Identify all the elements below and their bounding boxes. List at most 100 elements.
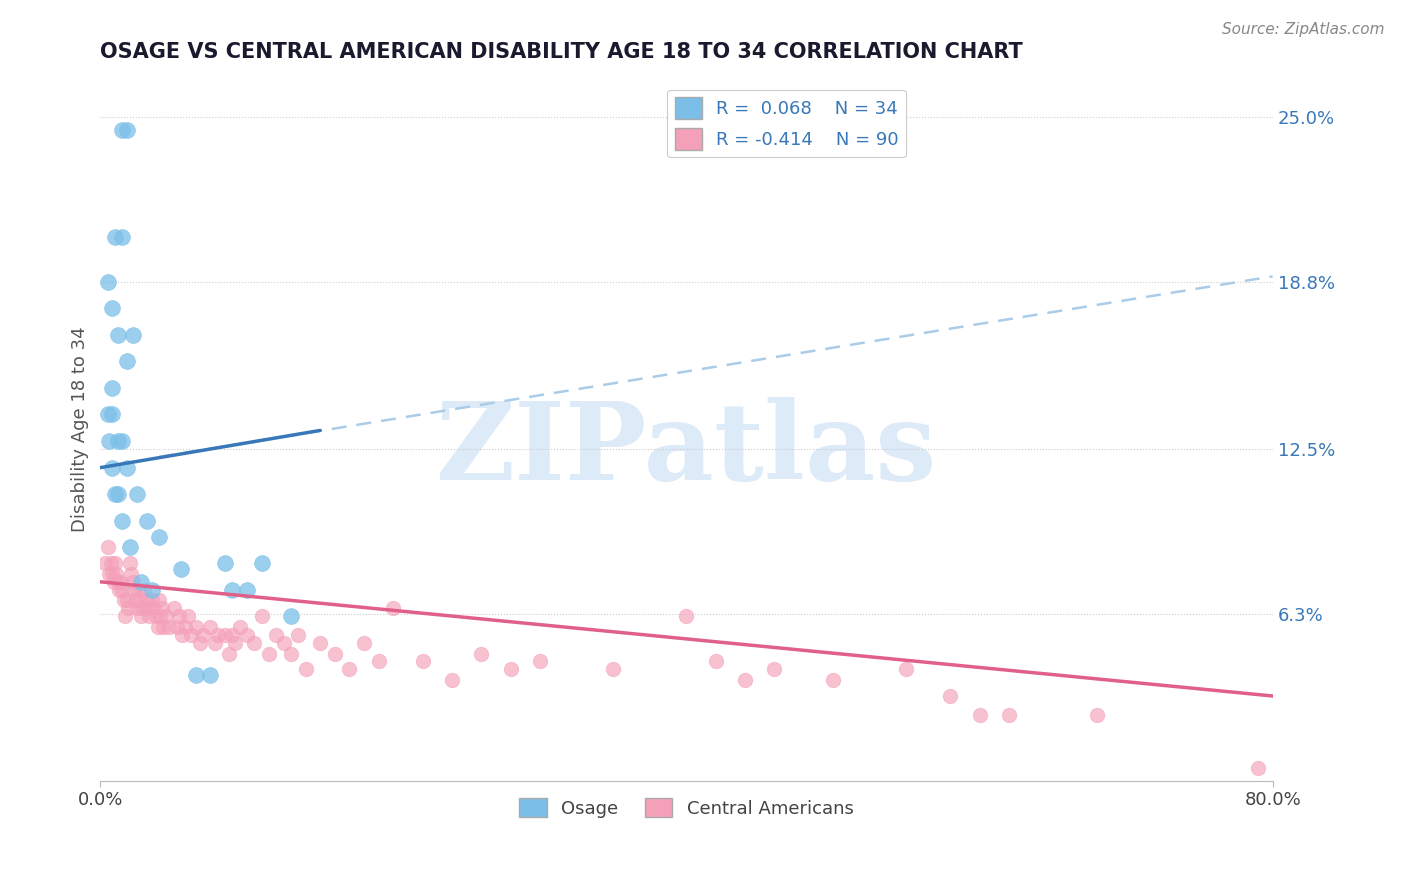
Point (112, 593, 135, 607)
Point (124, 593, 146, 607)
Point (101, 381, 124, 395)
Point (221, 628, 243, 642)
Point (125, 601, 148, 615)
Point (499, 663, 522, 677)
Point (115, 123, 138, 137)
Point (115, 354, 138, 368)
Point (264, 628, 287, 642)
Point (236, 628, 259, 642)
Point (104, 229, 127, 244)
Y-axis label: Disability Age 18 to 34: Disability Age 18 to 34 (72, 326, 89, 532)
Point (104, 556, 127, 570)
Point (101, 460, 124, 475)
Point (353, 636, 375, 650)
Point (214, 628, 236, 642)
Point (125, 487, 148, 501)
Point (250, 556, 273, 570)
Point (257, 647, 280, 661)
Point (998, 707, 1021, 722)
Point (129, 593, 152, 607)
Point (280, 609, 302, 624)
Point (97, 408, 120, 422)
Point (136, 514, 159, 528)
Point (675, 609, 697, 624)
Point (100, 556, 122, 570)
Point (111, 582, 134, 597)
Point (821, 673, 844, 687)
Point (111, 123, 134, 137)
Point (104, 487, 127, 501)
Point (131, 609, 153, 624)
Point (111, 229, 134, 244)
Point (107, 327, 129, 342)
Point (172, 628, 194, 642)
Point (111, 434, 134, 448)
Point (105, 566, 128, 581)
Point (111, 514, 134, 528)
Point (148, 593, 170, 607)
Point (135, 593, 157, 607)
Point (101, 408, 124, 422)
Point (162, 601, 184, 615)
Point (191, 628, 214, 642)
Point (412, 655, 434, 669)
Point (122, 582, 145, 597)
Point (763, 663, 786, 677)
Point (250, 609, 273, 624)
Point (121, 574, 143, 589)
Point (287, 628, 309, 642)
Point (148, 530, 170, 544)
Point (127, 582, 149, 597)
Point (141, 593, 163, 607)
Point (243, 636, 266, 650)
Point (107, 487, 129, 501)
Point (704, 655, 727, 669)
Point (174, 620, 197, 634)
Point (97, 541, 120, 555)
Text: ZIPatlas: ZIPatlas (436, 397, 938, 503)
Point (98, 434, 121, 448)
Point (294, 663, 316, 677)
Point (441, 673, 464, 687)
Point (896, 663, 918, 677)
Point (94, 556, 117, 570)
Point (107, 574, 129, 589)
Point (734, 673, 756, 687)
Point (367, 655, 389, 669)
Point (110, 574, 132, 589)
Point (149, 609, 172, 624)
Point (118, 541, 141, 555)
Point (180, 628, 202, 642)
Point (1247, 761, 1270, 775)
Point (224, 636, 246, 650)
Point (132, 601, 155, 615)
Point (939, 689, 962, 703)
Point (170, 561, 193, 575)
Point (108, 582, 131, 597)
Point (117, 601, 139, 615)
Point (142, 601, 165, 615)
Point (141, 582, 163, 597)
Point (115, 460, 138, 475)
Point (602, 663, 624, 677)
Point (166, 620, 188, 634)
Point (131, 574, 153, 589)
Point (146, 620, 169, 634)
Point (101, 301, 124, 316)
Point (169, 609, 191, 624)
Legend: Osage, Central Americans: Osage, Central Americans (512, 791, 860, 825)
Point (204, 636, 226, 650)
Point (184, 667, 207, 681)
Point (184, 620, 207, 634)
Point (382, 601, 405, 615)
Point (280, 647, 302, 661)
Point (120, 566, 142, 581)
Point (177, 609, 200, 624)
Point (145, 609, 167, 624)
Point (969, 707, 991, 722)
Point (273, 636, 295, 650)
Point (309, 636, 332, 650)
Point (200, 667, 222, 681)
Point (107, 434, 129, 448)
Point (157, 620, 180, 634)
